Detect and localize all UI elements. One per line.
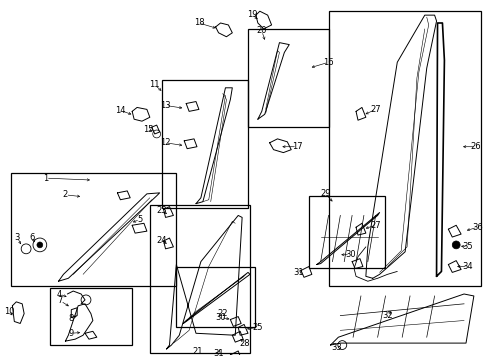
Text: 17: 17 bbox=[291, 142, 302, 151]
Bar bbox=[176, 266, 254, 327]
Text: 27: 27 bbox=[369, 105, 380, 114]
Text: 22: 22 bbox=[217, 309, 227, 318]
Bar bbox=[247, 29, 328, 127]
Text: 30: 30 bbox=[215, 313, 225, 322]
Text: 11: 11 bbox=[149, 80, 160, 89]
Text: 36: 36 bbox=[471, 223, 482, 232]
Circle shape bbox=[451, 241, 459, 249]
Text: 12: 12 bbox=[160, 138, 170, 147]
Text: 4: 4 bbox=[57, 289, 62, 298]
Text: 2: 2 bbox=[62, 190, 68, 199]
Text: 7: 7 bbox=[58, 296, 63, 305]
Text: 23: 23 bbox=[156, 206, 166, 215]
Text: 27: 27 bbox=[369, 221, 380, 230]
Text: 24: 24 bbox=[156, 237, 166, 246]
Text: 31: 31 bbox=[213, 350, 224, 359]
Text: 30: 30 bbox=[344, 250, 355, 259]
Text: 16: 16 bbox=[323, 58, 333, 67]
Text: 8: 8 bbox=[68, 314, 74, 323]
Text: 14: 14 bbox=[115, 106, 125, 115]
Text: 33: 33 bbox=[330, 342, 341, 351]
Text: 20: 20 bbox=[256, 26, 266, 35]
Text: 21: 21 bbox=[192, 347, 203, 356]
Text: 10: 10 bbox=[4, 307, 15, 316]
Bar bbox=[162, 80, 247, 208]
Text: 28: 28 bbox=[239, 339, 250, 348]
Bar bbox=[149, 204, 249, 353]
Bar bbox=[308, 196, 385, 269]
Text: 1: 1 bbox=[43, 174, 48, 183]
Text: 34: 34 bbox=[462, 262, 472, 271]
Text: 25: 25 bbox=[252, 323, 263, 332]
Text: 18: 18 bbox=[193, 18, 204, 27]
Text: 35: 35 bbox=[462, 242, 472, 251]
Text: 3: 3 bbox=[15, 233, 20, 242]
Text: 6: 6 bbox=[29, 233, 35, 242]
Bar bbox=[50, 288, 132, 345]
Text: 13: 13 bbox=[160, 101, 170, 110]
Text: 26: 26 bbox=[469, 142, 480, 151]
Circle shape bbox=[37, 242, 43, 248]
Text: 19: 19 bbox=[246, 10, 257, 19]
Text: 9: 9 bbox=[68, 329, 74, 338]
Bar bbox=[11, 173, 176, 286]
Bar bbox=[328, 11, 480, 286]
Text: 15: 15 bbox=[142, 125, 153, 134]
Text: 5: 5 bbox=[137, 215, 142, 224]
Text: 29: 29 bbox=[320, 189, 330, 198]
Text: 31: 31 bbox=[293, 268, 304, 277]
Text: 32: 32 bbox=[381, 311, 392, 320]
